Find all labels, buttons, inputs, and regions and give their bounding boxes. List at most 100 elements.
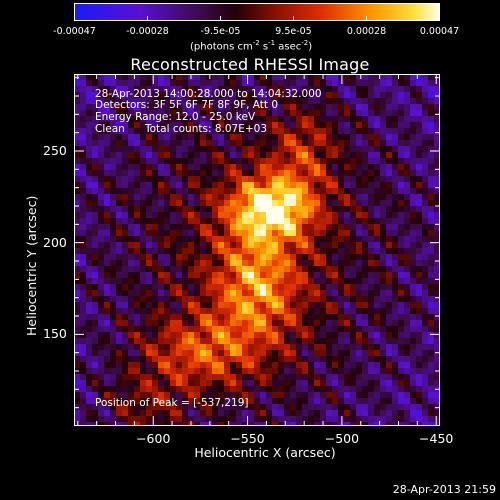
- heatmap-cell: [158, 338, 164, 344]
- heatmap-cell: [344, 110, 350, 116]
- heatmap-cell: [392, 302, 398, 308]
- heatmap-cell: [104, 200, 110, 206]
- heatmap-cell: [182, 80, 188, 86]
- heatmap-cell: [434, 230, 440, 236]
- heatmap-cell: [362, 416, 368, 422]
- heatmap-cell: [272, 188, 278, 194]
- heatmap-cell: [236, 194, 242, 200]
- heatmap-cell: [350, 386, 356, 392]
- heatmap-cell: [74, 80, 80, 86]
- heatmap-cell: [116, 104, 122, 110]
- heatmap-cell: [206, 98, 212, 104]
- heatmap-cell: [188, 86, 194, 92]
- heatmap-cell: [158, 146, 164, 152]
- heatmap-cell: [194, 194, 200, 200]
- heatmap-cell: [398, 404, 404, 410]
- heatmap-cell: [128, 116, 134, 122]
- heatmap-cell: [152, 302, 158, 308]
- heatmap-cell: [248, 110, 254, 116]
- heatmap-cell: [392, 314, 398, 320]
- heatmap-cell: [368, 320, 374, 326]
- x-tick-label: −450: [419, 431, 454, 446]
- heatmap-cell: [320, 344, 326, 350]
- heatmap-cell: [302, 236, 308, 242]
- heatmap-cell: [164, 380, 170, 386]
- heatmap-cell: [356, 92, 362, 98]
- heatmap-cell: [146, 404, 152, 410]
- heatmap-cell: [230, 386, 236, 392]
- heatmap-cell: [386, 326, 392, 332]
- heatmap-cell: [302, 290, 308, 296]
- heatmap-cell: [248, 98, 254, 104]
- heatmap-cell: [74, 236, 80, 242]
- heatmap-cell: [320, 92, 326, 98]
- heatmap-cell: [332, 422, 338, 426]
- heatmap-cell: [164, 284, 170, 290]
- heatmap-cell: [212, 386, 218, 392]
- heatmap-cell: [386, 140, 392, 146]
- heatmap-cell: [248, 416, 254, 422]
- heatmap-cell: [422, 338, 428, 344]
- heatmap-cell: [134, 398, 140, 404]
- heatmap-cell: [332, 374, 338, 380]
- heatmap-cell: [230, 398, 236, 404]
- heatmap-cell: [218, 158, 224, 164]
- heatmap-cell: [242, 254, 248, 260]
- heatmap-cell: [416, 122, 422, 128]
- heatmap-cell: [176, 362, 182, 368]
- heatmap-cell: [218, 374, 224, 380]
- heatmap-cell: [98, 422, 104, 426]
- heatmap-cell: [290, 248, 296, 254]
- heatmap-cell: [266, 140, 272, 146]
- heatmap-cell: [128, 398, 134, 404]
- heatmap-cell: [206, 416, 212, 422]
- heatmap-cell: [320, 170, 326, 176]
- heatmap-cell: [332, 146, 338, 152]
- heatmap-cell: [374, 362, 380, 368]
- heatmap-cell: [194, 74, 200, 80]
- heatmap-cell: [98, 284, 104, 290]
- heatmap-cell: [176, 296, 182, 302]
- heatmap-cell: [110, 242, 116, 248]
- heatmap-cell: [164, 422, 170, 426]
- heatmap-cell: [218, 362, 224, 368]
- heatmap-cell: [278, 320, 284, 326]
- heatmap-cell: [296, 272, 302, 278]
- heatmap-cell: [140, 392, 146, 398]
- heatmap-cell: [272, 398, 278, 404]
- heatmap-cell: [212, 164, 218, 170]
- heatmap-cell: [260, 104, 266, 110]
- heatmap-cell: [140, 380, 146, 386]
- heatmap-cell: [326, 398, 332, 404]
- heatmap-cell: [236, 140, 242, 146]
- heatmap-cell: [74, 140, 80, 146]
- heatmap-cell: [338, 128, 344, 134]
- heatmap-cell: [338, 182, 344, 188]
- heatmap-cell: [266, 218, 272, 224]
- heatmap-cell: [296, 386, 302, 392]
- heatmap-cell: [380, 224, 386, 230]
- heatmap-cell: [320, 218, 326, 224]
- heatmap-cell: [134, 320, 140, 326]
- heatmap-cell: [170, 356, 176, 362]
- heatmap-cell: [164, 386, 170, 392]
- heatmap-cell: [374, 230, 380, 236]
- heatmap-cell: [278, 278, 284, 284]
- heatmap-cell: [284, 296, 290, 302]
- heatmap-cell: [110, 248, 116, 254]
- heatmap-cell: [188, 278, 194, 284]
- heatmap-cell: [296, 200, 302, 206]
- heatmap-cell: [308, 218, 314, 224]
- heatmap-cell: [422, 242, 428, 248]
- heatmap-cell: [242, 86, 248, 92]
- heatmap-cell: [392, 368, 398, 374]
- heatmap-cell: [86, 158, 92, 164]
- heatmap-cell: [392, 326, 398, 332]
- heatmap-cell: [368, 176, 374, 182]
- heatmap-cell: [362, 176, 368, 182]
- heatmap-cell: [350, 362, 356, 368]
- heatmap-cell: [260, 74, 266, 80]
- plot-frame: [74, 74, 440, 426]
- heatmap-cell: [416, 386, 422, 392]
- heatmap-cell: [188, 326, 194, 332]
